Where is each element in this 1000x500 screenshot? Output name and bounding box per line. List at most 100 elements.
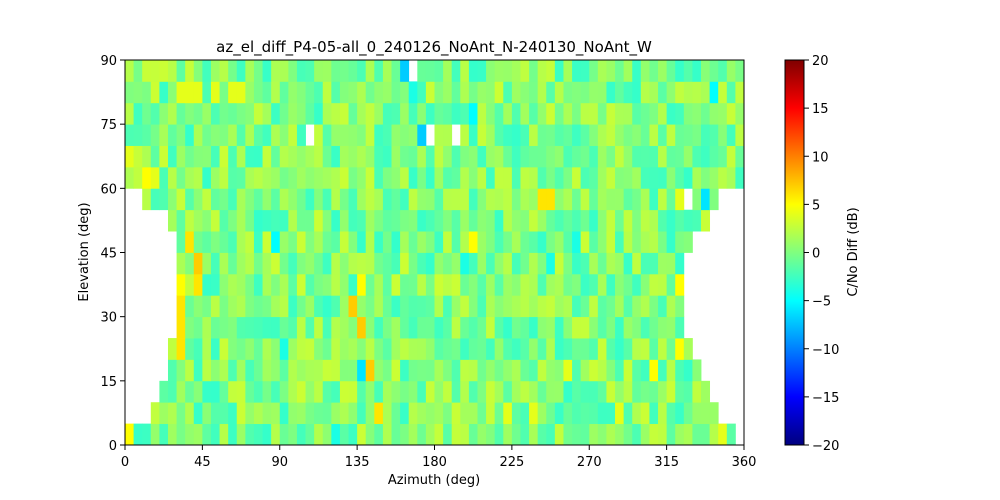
- heatmap-cell: [193, 380, 203, 403]
- heatmap-cell: [486, 359, 496, 382]
- heatmap-cell: [477, 231, 487, 253]
- heatmap-cell: [425, 81, 435, 104]
- heatmap-cell: [262, 273, 272, 296]
- heatmap-cell: [279, 295, 289, 318]
- heatmap-cell: [228, 166, 238, 189]
- heatmap-cell: [339, 338, 349, 360]
- heatmap-cell: [314, 188, 324, 211]
- heatmap-cell: [408, 423, 418, 446]
- heatmap-cell: [683, 402, 693, 425]
- heatmap-cell: [348, 60, 358, 82]
- heatmap-cell: [563, 60, 573, 82]
- heatmap-cell: [537, 359, 547, 382]
- heatmap-cell: [477, 124, 487, 146]
- heatmap-cell: [425, 402, 435, 425]
- heatmap-cell: [219, 60, 229, 82]
- heatmap-cell: [632, 273, 642, 296]
- heatmap-cell: [503, 166, 513, 189]
- heatmap-cell: [529, 124, 539, 146]
- heatmap-cell: [236, 359, 246, 382]
- heatmap-cell: [288, 252, 298, 275]
- heatmap-cell: [253, 423, 263, 446]
- heatmap-cell: [494, 188, 504, 211]
- heatmap-cell: [339, 209, 349, 232]
- heatmap-cell: [176, 423, 186, 446]
- heatmap-cell: [520, 295, 530, 318]
- heatmap-cell: [572, 338, 582, 360]
- heatmap-cell: [348, 359, 358, 382]
- heatmap-cell: [468, 102, 478, 125]
- heatmap-cell: [391, 359, 401, 382]
- heatmap-cell: [159, 380, 169, 403]
- heatmap-cell: [219, 359, 229, 382]
- heatmap-cell: [305, 145, 315, 168]
- heatmap-cell: [615, 166, 625, 189]
- heatmap-cell: [245, 188, 255, 211]
- heatmap-cell: [468, 231, 478, 253]
- heatmap-cell: [718, 124, 728, 146]
- heatmap-cell: [554, 380, 564, 403]
- heatmap-cell: [408, 209, 418, 232]
- heatmap-cell: [546, 380, 556, 403]
- heatmap-cell: [331, 295, 341, 318]
- heatmap-cell: [271, 423, 281, 446]
- heatmap-cell: [632, 166, 642, 189]
- heatmap-cell: [271, 338, 281, 360]
- heatmap-cell: [228, 423, 238, 446]
- heatmap-cell: [649, 338, 659, 360]
- heatmap-cell: [271, 252, 281, 275]
- heatmap-cell: [640, 102, 650, 125]
- heatmap-cell: [202, 60, 212, 82]
- heatmap-cell: [666, 102, 676, 125]
- heatmap-cell: [236, 60, 246, 82]
- heatmap-cell: [253, 316, 263, 339]
- heatmap-cell: [632, 295, 642, 318]
- heatmap-cell: [288, 273, 298, 296]
- heatmap-cell: [726, 145, 736, 168]
- heatmap-cell: [520, 81, 530, 104]
- heatmap-cell: [451, 380, 461, 403]
- heatmap-cell: [434, 402, 444, 425]
- heatmap-cell: [606, 273, 616, 296]
- heatmap-cell: [649, 402, 659, 425]
- heatmap-cell: [296, 359, 306, 382]
- heatmap-cell: [615, 338, 625, 360]
- heatmap-cell: [632, 380, 642, 403]
- heatmap-cell: [279, 60, 289, 82]
- heatmap-cell: [623, 60, 633, 82]
- heatmap-cell: [142, 102, 152, 125]
- heatmap-cell: [253, 252, 263, 275]
- heatmap-cell: [357, 231, 367, 253]
- heatmap-cell: [434, 231, 444, 253]
- heatmap-cell: [271, 102, 281, 125]
- heatmap-cell: [185, 209, 195, 232]
- heatmap-cell: [150, 188, 160, 211]
- heatmap-cell: [348, 102, 358, 125]
- heatmap-cell: [477, 402, 487, 425]
- heatmap-cell: [253, 102, 263, 125]
- colorbar-tick-label: 10: [812, 150, 829, 165]
- heatmap-cell: [675, 231, 685, 253]
- heatmap-cell: [666, 81, 676, 104]
- heatmap-cell: [468, 209, 478, 232]
- heatmap-cell: [451, 166, 461, 189]
- heatmap-cell: [692, 380, 702, 403]
- heatmap-cell: [580, 402, 590, 425]
- heatmap-cell: [253, 188, 263, 211]
- heatmap-cell: [520, 231, 530, 253]
- heatmap-cell: [296, 338, 306, 360]
- heatmap-cell: [125, 124, 134, 146]
- heatmap-cell: [408, 316, 418, 339]
- heatmap-cell: [580, 209, 590, 232]
- heatmap-cell: [279, 145, 289, 168]
- chart-title: az_el_diff_P4-05-all_0_240126_NoAnt_N-24…: [216, 38, 652, 57]
- heatmap-cell: [245, 316, 255, 339]
- heatmap-cell: [460, 188, 470, 211]
- heatmap-cell: [253, 295, 263, 318]
- heatmap-cell: [503, 124, 513, 146]
- heatmap-cell: [511, 209, 521, 232]
- heatmap-cell: [314, 295, 324, 318]
- heatmap-cell: [529, 188, 539, 211]
- heatmap-cell: [210, 81, 220, 104]
- heatmap-cell: [563, 316, 573, 339]
